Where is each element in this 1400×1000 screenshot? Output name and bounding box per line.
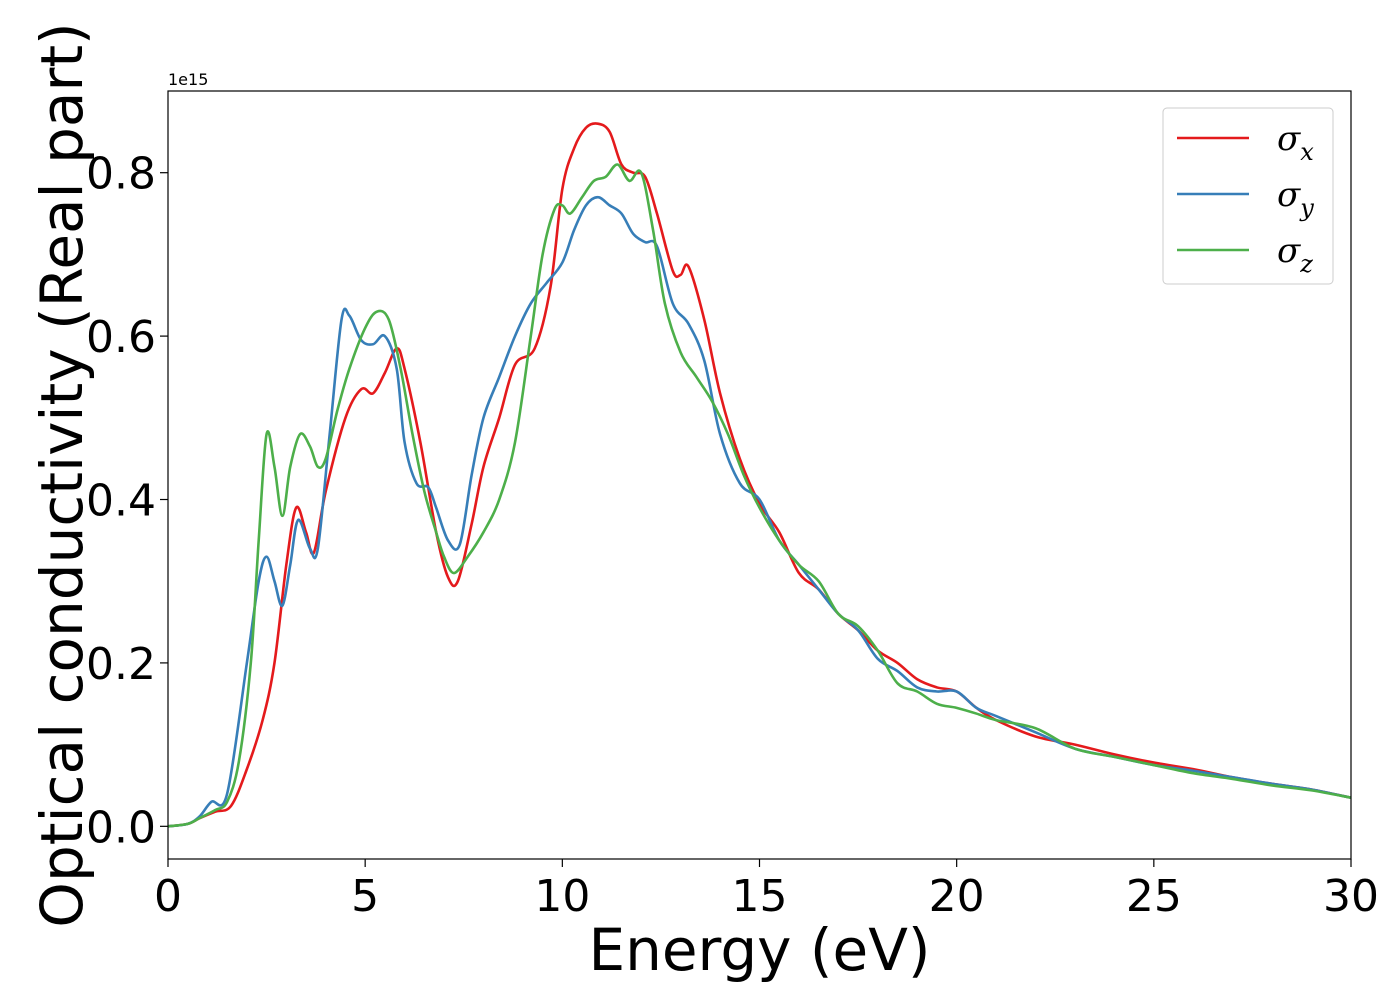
y-tick-label: 0.4 (86, 476, 156, 527)
legend-subscript: z (1299, 250, 1313, 278)
legend-subscript: y (1299, 194, 1314, 222)
x-axis-label: Energy (eV) (588, 916, 930, 984)
x-tick-label: 5 (351, 871, 379, 922)
y-axis-label: Optical conductivity (Real part) (28, 22, 96, 927)
series-line-y (168, 195, 1351, 828)
legend-box (1162, 107, 1334, 285)
legend-label: σx (1277, 119, 1314, 166)
legend-item: σy (1177, 175, 1314, 222)
y-tick-label: 0.2 (86, 639, 156, 690)
x-tick-label: 30 (1323, 871, 1379, 922)
series-layer (168, 122, 1351, 828)
legend-subscript: x (1300, 138, 1314, 166)
x-tick-label: 15 (732, 871, 788, 922)
legend-item: σz (1177, 231, 1313, 278)
y-tick-label: 0.6 (86, 312, 156, 363)
legend-label: σy (1277, 175, 1314, 222)
legend-symbol: σ (1277, 175, 1301, 215)
x-tick-label: 25 (1126, 871, 1182, 922)
legend-symbol: σ (1277, 231, 1301, 271)
legend-label: σz (1277, 231, 1313, 278)
legend-item: σx (1177, 119, 1314, 166)
x-tick-label: 10 (534, 871, 590, 922)
y-offset-label: 1e15 (168, 70, 208, 89)
x-tick-label: 20 (929, 871, 985, 922)
y-tick-label: 0.0 (86, 802, 156, 853)
y-axis: 0.0 0.2 0.4 0.6 0.8 (86, 149, 168, 853)
x-tick-label: 0 (154, 871, 182, 922)
y-tick-label: 0.8 (86, 149, 156, 200)
x-axis: 0 5 10 15 20 25 30 (154, 859, 1379, 922)
legend-symbol: σ (1277, 119, 1301, 159)
series-line-z (168, 163, 1351, 828)
